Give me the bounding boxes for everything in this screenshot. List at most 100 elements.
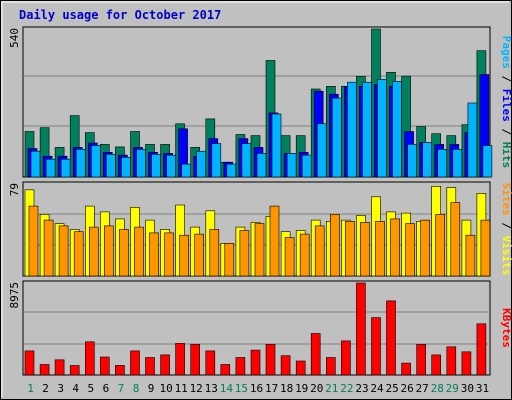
sites-bar	[194, 233, 204, 277]
sites-bar	[480, 219, 491, 277]
sites-bar	[269, 205, 280, 277]
kbytes-bar	[431, 354, 442, 376]
day-label: 1	[27, 382, 34, 395]
day-label: 24	[370, 382, 384, 395]
day-label: 19	[295, 382, 308, 395]
pages-bar	[482, 145, 493, 178]
pages-bar	[151, 154, 161, 178]
day-label: 5	[87, 382, 94, 395]
kbytes-bar	[235, 357, 246, 376]
day-label: 12	[190, 382, 203, 395]
pages-bar	[271, 113, 282, 178]
day-label: 15	[235, 382, 248, 395]
sites-bar	[329, 214, 340, 277]
sites-bar	[375, 221, 385, 277]
pages-bar	[316, 123, 327, 178]
legend-kbytes: KBytes	[500, 308, 512, 348]
kbytes-bar	[175, 343, 185, 376]
sites-bar	[420, 219, 431, 277]
chart-title: Daily usage for October 2017	[19, 8, 221, 22]
kbytes-bar	[130, 350, 140, 376]
pages-bar	[437, 149, 448, 178]
pages-bar	[45, 158, 56, 178]
kbytes-bar	[39, 364, 50, 376]
sites-bar	[73, 231, 84, 277]
kbytes-ymax-label: 8975	[8, 282, 21, 309]
kbytes-bar	[341, 340, 351, 376]
sites-bar	[58, 225, 69, 277]
day-label: 13	[205, 382, 218, 395]
day-label: 26	[400, 382, 413, 395]
kbytes-bar	[446, 346, 457, 376]
pages-bar	[422, 142, 433, 178]
day-label: 4	[72, 382, 79, 395]
pages-bar	[60, 158, 71, 178]
day-axis-labels: 1 2 3 4 5 6 7 8 9 10 11 12 13 14 15 16 17 18 19 20 21 22 23 24 2…	[27, 382, 489, 395]
kbytes-bar	[220, 364, 231, 376]
kbytes-bar	[476, 323, 487, 376]
sites-bar	[104, 225, 114, 277]
kbytes-bar	[24, 350, 35, 376]
kbytes-bar	[205, 350, 216, 376]
pages-bar	[241, 143, 252, 178]
sites-bar	[179, 234, 189, 277]
sites-bar	[119, 229, 129, 277]
pages-bar	[377, 79, 387, 178]
kbytes-bar	[250, 349, 261, 376]
day-label: 21	[325, 382, 338, 395]
sites-bar	[224, 243, 235, 277]
pages-bar	[347, 81, 357, 178]
day-label: 25	[385, 382, 398, 395]
kbytes-bar	[416, 344, 427, 376]
kbytes-bar	[145, 357, 155, 376]
day-label: 17	[265, 382, 278, 395]
kbytes-bar	[190, 344, 200, 376]
pages-bar	[136, 149, 146, 178]
sites-visits-legend: Sites / Visits	[500, 183, 512, 276]
kbytes-bar	[295, 360, 306, 376]
pages-bar	[286, 153, 297, 178]
pages-bar	[452, 149, 463, 178]
pages-bar	[467, 102, 478, 178]
pages-bar	[392, 81, 402, 178]
sites-bar	[43, 219, 54, 277]
sites-visits-ymax-label: 79	[8, 183, 21, 196]
pages-bar	[166, 154, 176, 178]
kbytes-bar	[310, 333, 321, 376]
legend-sites: Sites	[500, 183, 512, 216]
legend-visits: Visits	[500, 236, 512, 276]
day-label: 23	[355, 382, 368, 395]
kbytes-bar	[356, 282, 366, 376]
day-label: 2	[42, 382, 49, 395]
kbytes-bar	[54, 359, 65, 376]
kbytes-bar	[160, 354, 170, 376]
legend-hits: Hits	[500, 142, 512, 169]
sites-bar	[209, 229, 220, 277]
day-label: 18	[280, 382, 293, 395]
pages-bar	[196, 150, 206, 178]
pages-bar	[181, 163, 191, 178]
sites-bar	[360, 222, 370, 277]
pages-bar	[211, 143, 222, 178]
sites-bar	[239, 230, 250, 277]
hits-files-pages-legend: Pages / Files / Hits	[500, 36, 512, 169]
pages-bar	[301, 154, 312, 178]
legend-pages: Pages	[500, 36, 512, 69]
pages-bar	[331, 97, 342, 178]
kbytes-bar	[100, 356, 110, 376]
day-label: 31	[476, 382, 489, 395]
day-label: 8	[133, 382, 140, 395]
kbytes-bar	[325, 357, 336, 376]
day-label: 28	[431, 382, 444, 395]
day-label: 29	[446, 382, 459, 395]
day-label: 16	[250, 382, 263, 395]
sites-bar	[405, 223, 415, 277]
day-label: 7	[118, 382, 125, 395]
pages-bar	[256, 153, 267, 178]
kbytes-bar	[85, 341, 95, 376]
pages-bar	[121, 157, 131, 178]
sites-bar	[465, 234, 476, 277]
hits-files-pages-panel: 540 Pages / Files / Hits	[8, 26, 512, 178]
kbytes-bar	[265, 344, 276, 376]
